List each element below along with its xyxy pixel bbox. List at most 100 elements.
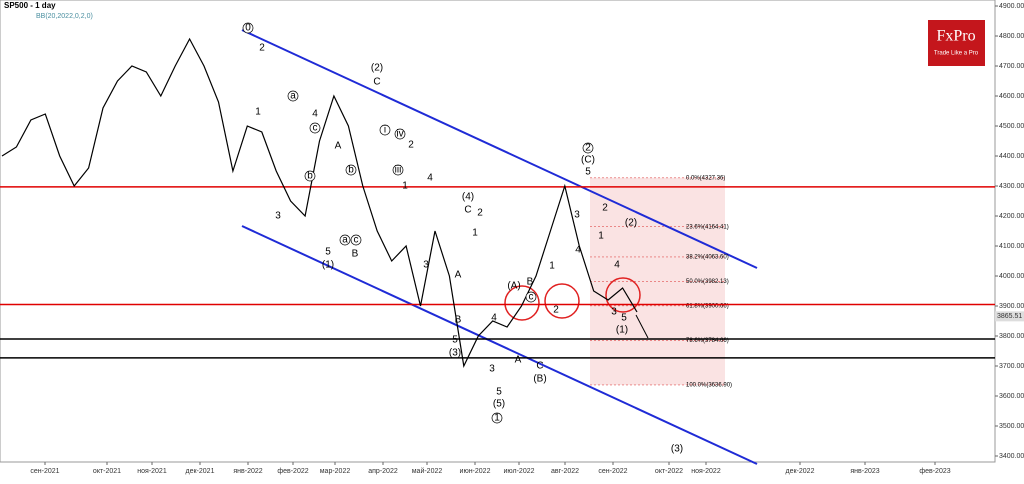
y-tick-label: 4100.00 <box>999 243 1024 250</box>
projection-arrow <box>635 314 649 339</box>
wave-label: (2) <box>371 63 383 74</box>
x-tick-label: мар-2022 <box>320 468 351 475</box>
wave-label: (C) <box>581 155 595 166</box>
wave-label: i <box>384 125 386 136</box>
y-tick-label: 4200.00 <box>999 213 1024 220</box>
x-tick-label: окт-2021 <box>93 468 121 475</box>
y-tick-label: 4800.00 <box>999 33 1024 40</box>
x-tick-label: сен-2021 <box>30 468 59 475</box>
fib-label: 23.6%(4164.41) <box>686 224 729 230</box>
x-tick-label: дек-2021 <box>186 468 215 475</box>
wave-label: (B) <box>533 374 546 385</box>
wave-circle <box>309 122 321 134</box>
wave-label: 3 <box>611 307 617 318</box>
wave-label: 5 <box>452 335 458 346</box>
chart-title: SP500 - 1 day <box>4 1 56 10</box>
x-tick-label: янв-2023 <box>850 468 879 475</box>
wave-label: a <box>290 91 296 102</box>
y-tick-label: 4600.00 <box>999 93 1024 100</box>
wave-label: (5) <box>493 399 505 410</box>
wave-circle <box>242 22 254 34</box>
y-tick-label: 3600.00 <box>999 393 1024 400</box>
wave-label: 5 <box>496 387 502 398</box>
y-tick-label: 3400.00 <box>999 453 1024 460</box>
wave-label: B <box>527 277 534 288</box>
wave-label: 5 <box>325 247 331 258</box>
logo <box>928 20 985 66</box>
y-tick-label: 4500.00 <box>999 123 1024 130</box>
wave-circle <box>392 164 404 176</box>
y-tick-label: 4400.00 <box>999 153 1024 160</box>
y-tick-label: 3900.00 <box>999 303 1024 310</box>
highlight-circle <box>544 283 580 319</box>
x-tick-label: май-2022 <box>412 467 443 475</box>
wave-label: A <box>515 355 522 366</box>
wave-label: 5 <box>585 167 591 178</box>
wave-label: (1) <box>322 260 334 271</box>
wave-label: 3 <box>275 211 281 222</box>
wave-label: a <box>342 235 348 246</box>
wave-label: A <box>455 270 462 281</box>
wave-circle <box>525 291 537 303</box>
wave-label: 2 <box>602 203 608 214</box>
wave-label: 1 <box>472 228 478 239</box>
wave-circle <box>339 234 351 246</box>
wave-label: 1 <box>598 231 604 242</box>
wave-label: 2 <box>585 143 591 154</box>
wave-label: (3) <box>449 348 461 359</box>
price-line <box>1 37 638 368</box>
wave-label: B <box>352 249 359 260</box>
highlight-circle <box>605 277 641 313</box>
last-price-label: 3865.51 <box>997 313 1022 320</box>
x-tick-label: сен-2022 <box>598 468 627 475</box>
x-tick-label: фев-2022 <box>277 468 308 475</box>
wave-label: (4) <box>462 192 474 203</box>
wave-label: C <box>373 77 380 88</box>
x-tick-label: дек-2022 <box>786 468 815 475</box>
fib-label: 78.6%(3784.66) <box>686 338 729 344</box>
wave-label: 2 <box>477 208 483 219</box>
wave-label: 4 <box>614 260 620 271</box>
wave-circle <box>287 90 299 102</box>
logo-tagline: Trade Like a Pro <box>934 51 979 57</box>
wave-label: C <box>464 205 471 216</box>
x-tick-label: июн-2022 <box>460 468 491 475</box>
fib-label: 100.0%(3636.90) <box>686 383 732 389</box>
wave-label: 1 <box>549 261 555 272</box>
wave-label: B <box>455 315 462 326</box>
wave-label: C <box>536 361 543 372</box>
wave-label: 2 <box>259 43 265 54</box>
wave-label: 2 <box>553 305 559 316</box>
fib-label: 38.2%(4063.60) <box>686 254 729 260</box>
wave-label: b <box>307 171 313 182</box>
wave-label: c <box>354 235 359 246</box>
fib-label: 50.0%(3982.13) <box>686 279 729 285</box>
x-tick-label: авг-2022 <box>551 468 579 475</box>
y-tick-label: 4700.00 <box>999 63 1024 70</box>
y-tick-label: 3500.00 <box>999 423 1024 430</box>
wave-label: (2) <box>625 218 637 229</box>
wave-label: 0 <box>245 23 251 34</box>
wave-circle <box>345 164 357 176</box>
x-tick-label: окт-2022 <box>655 468 683 475</box>
x-tick-label: ноя-2022 <box>691 468 721 475</box>
fib-label: 61.8%(3900.66) <box>686 303 729 309</box>
x-tick-label: ноя-2021 <box>137 468 167 475</box>
wave-label: c <box>313 123 318 134</box>
y-tick-label: 4900.00 <box>999 3 1024 10</box>
y-tick-label: 3700.00 <box>999 363 1024 370</box>
wave-label: A <box>335 141 342 152</box>
wave-label: 4 <box>312 109 318 120</box>
wave-label: (1) <box>616 325 628 336</box>
logo-name: FxPro <box>936 28 975 45</box>
wave-circle <box>491 412 503 424</box>
wave-label: 1 <box>255 107 261 118</box>
wave-label: 3 <box>423 260 429 271</box>
wave-label: iv <box>396 129 403 140</box>
wave-circle <box>304 170 316 182</box>
wave-label: (3) <box>671 444 683 455</box>
wave-label: 2 <box>408 140 414 151</box>
y-tick-label: 3800.00 <box>999 333 1024 340</box>
wave-label: iii <box>395 165 402 176</box>
